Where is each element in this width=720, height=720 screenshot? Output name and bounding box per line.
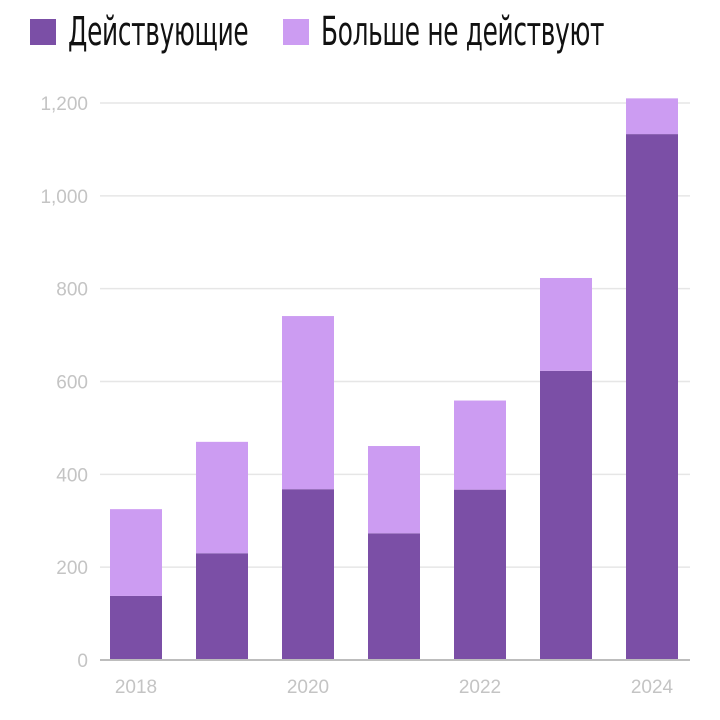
y-tick-label: 600	[56, 373, 88, 394]
bars	[110, 98, 678, 660]
legend-item-inactive: Больше не действуют	[282, 9, 720, 55]
y-tick-label: 0	[77, 651, 88, 672]
bar-segment-active	[540, 370, 592, 660]
legend-swatch-active	[30, 19, 56, 45]
bar-segment-inactive	[110, 509, 162, 596]
bar-segment-inactive	[282, 316, 334, 490]
bar-segment-active	[454, 489, 506, 660]
bar-segment-inactive	[626, 98, 678, 135]
legend-item-active: Действующие	[30, 9, 359, 55]
legend: Действующие Больше не действуют	[30, 6, 720, 58]
bar-segment-inactive	[368, 446, 420, 534]
legend-label-active: Действующие	[68, 9, 249, 55]
bar-segment-active	[368, 533, 420, 660]
x-tick-label: 2022	[459, 677, 501, 698]
bar-segment-active	[282, 489, 334, 660]
bar-segment-active	[110, 595, 162, 660]
y-tick-label: 800	[56, 280, 88, 301]
x-axis-tick-labels: 2018 2020 2022 2024	[115, 677, 674, 698]
bar-segment-inactive	[540, 277, 592, 371]
y-tick-label: 1,000	[40, 187, 88, 208]
legend-label-inactive: Больше не действуют	[320, 9, 605, 55]
x-tick-label: 2024	[631, 677, 674, 698]
y-tick-label: 400	[56, 465, 88, 486]
bar-segment-inactive	[196, 441, 248, 554]
bar-segment-active	[196, 553, 248, 660]
bar-segment-active	[626, 134, 678, 660]
y-tick-label: 200	[56, 558, 88, 579]
legend-swatch-inactive	[282, 19, 309, 45]
bar-segment-inactive	[454, 400, 506, 490]
x-tick-label: 2020	[287, 677, 329, 698]
y-tick-label: 1,200	[40, 94, 88, 115]
x-tick-label: 2018	[115, 677, 157, 698]
y-axis-tick-labels: 0 200 400 600 800 1,000 1,200	[40, 94, 88, 672]
